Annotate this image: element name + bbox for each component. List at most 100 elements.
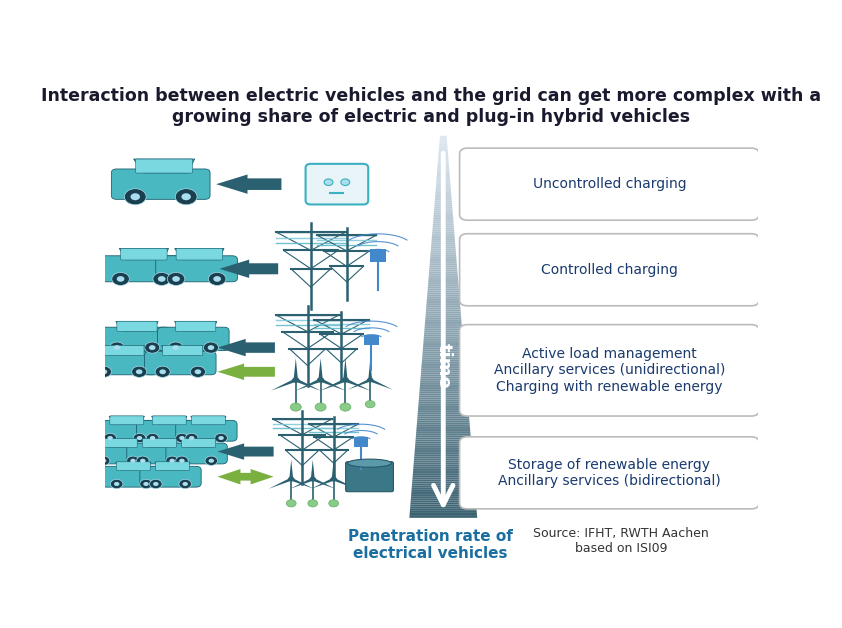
Polygon shape: [134, 159, 195, 173]
Text: Source: IFHT, RWTH Aachen
based on ISI09: Source: IFHT, RWTH Aachen based on ISI09: [533, 528, 709, 556]
Polygon shape: [415, 445, 472, 447]
Polygon shape: [435, 189, 451, 191]
FancyBboxPatch shape: [142, 438, 176, 448]
Polygon shape: [434, 199, 452, 201]
Polygon shape: [141, 439, 177, 447]
Polygon shape: [425, 313, 461, 315]
Circle shape: [169, 458, 175, 463]
Polygon shape: [429, 269, 457, 271]
Circle shape: [190, 366, 205, 377]
Polygon shape: [429, 277, 458, 279]
Polygon shape: [429, 268, 457, 269]
Circle shape: [117, 276, 125, 282]
Polygon shape: [413, 462, 473, 464]
FancyBboxPatch shape: [176, 248, 222, 260]
Circle shape: [109, 342, 125, 353]
Polygon shape: [414, 458, 472, 460]
Circle shape: [342, 377, 349, 382]
Polygon shape: [422, 357, 465, 359]
Polygon shape: [416, 436, 471, 438]
Polygon shape: [426, 306, 461, 308]
Polygon shape: [433, 224, 454, 225]
Polygon shape: [409, 514, 477, 516]
Polygon shape: [410, 510, 477, 512]
Polygon shape: [290, 478, 314, 489]
Polygon shape: [421, 374, 466, 376]
Polygon shape: [429, 275, 458, 277]
Circle shape: [286, 500, 296, 507]
Circle shape: [150, 436, 155, 440]
Polygon shape: [437, 176, 450, 178]
FancyBboxPatch shape: [163, 345, 203, 355]
Polygon shape: [437, 166, 449, 168]
Polygon shape: [296, 379, 322, 391]
Circle shape: [157, 276, 166, 282]
Polygon shape: [412, 489, 475, 491]
FancyBboxPatch shape: [156, 462, 189, 471]
Polygon shape: [433, 227, 454, 229]
Circle shape: [101, 369, 107, 374]
Polygon shape: [423, 352, 464, 354]
Polygon shape: [425, 315, 461, 317]
FancyBboxPatch shape: [140, 467, 201, 487]
Circle shape: [341, 179, 349, 185]
Polygon shape: [422, 355, 464, 357]
Polygon shape: [427, 295, 460, 296]
Polygon shape: [418, 414, 469, 416]
Polygon shape: [421, 372, 466, 374]
Circle shape: [173, 345, 179, 350]
Circle shape: [155, 366, 170, 377]
Polygon shape: [415, 443, 472, 445]
Polygon shape: [413, 464, 473, 466]
Polygon shape: [414, 455, 472, 457]
Circle shape: [189, 436, 195, 440]
Polygon shape: [420, 379, 466, 381]
Polygon shape: [410, 508, 477, 510]
Polygon shape: [417, 425, 470, 426]
Polygon shape: [424, 338, 463, 340]
Circle shape: [104, 433, 116, 443]
Polygon shape: [432, 239, 455, 241]
FancyBboxPatch shape: [86, 352, 157, 375]
Polygon shape: [435, 191, 451, 193]
Polygon shape: [424, 344, 463, 346]
Circle shape: [131, 366, 147, 377]
Polygon shape: [294, 359, 298, 380]
Polygon shape: [429, 279, 458, 281]
FancyBboxPatch shape: [152, 416, 186, 425]
Circle shape: [308, 500, 317, 507]
Polygon shape: [438, 161, 449, 163]
Polygon shape: [415, 447, 472, 449]
Polygon shape: [432, 233, 455, 235]
Circle shape: [310, 477, 316, 482]
FancyBboxPatch shape: [116, 462, 150, 471]
Polygon shape: [436, 185, 450, 187]
Polygon shape: [431, 243, 456, 245]
Circle shape: [140, 479, 152, 489]
Polygon shape: [422, 363, 465, 365]
Text: Controlled charging: Controlled charging: [541, 263, 678, 277]
Polygon shape: [413, 470, 473, 472]
Polygon shape: [409, 516, 477, 518]
Polygon shape: [412, 482, 474, 484]
Circle shape: [101, 458, 106, 463]
FancyBboxPatch shape: [136, 159, 193, 173]
Polygon shape: [424, 328, 462, 330]
Polygon shape: [426, 311, 461, 313]
Circle shape: [290, 403, 301, 411]
Polygon shape: [422, 365, 465, 367]
Polygon shape: [428, 291, 459, 293]
Polygon shape: [344, 359, 348, 380]
Polygon shape: [413, 466, 473, 468]
Circle shape: [97, 366, 111, 377]
Polygon shape: [216, 175, 281, 194]
Polygon shape: [416, 432, 471, 434]
Polygon shape: [437, 170, 450, 172]
Polygon shape: [423, 346, 464, 348]
Polygon shape: [418, 411, 469, 413]
Polygon shape: [418, 401, 468, 403]
Polygon shape: [103, 345, 145, 355]
FancyBboxPatch shape: [460, 148, 759, 220]
Text: time: time: [434, 343, 452, 388]
Circle shape: [159, 369, 166, 374]
